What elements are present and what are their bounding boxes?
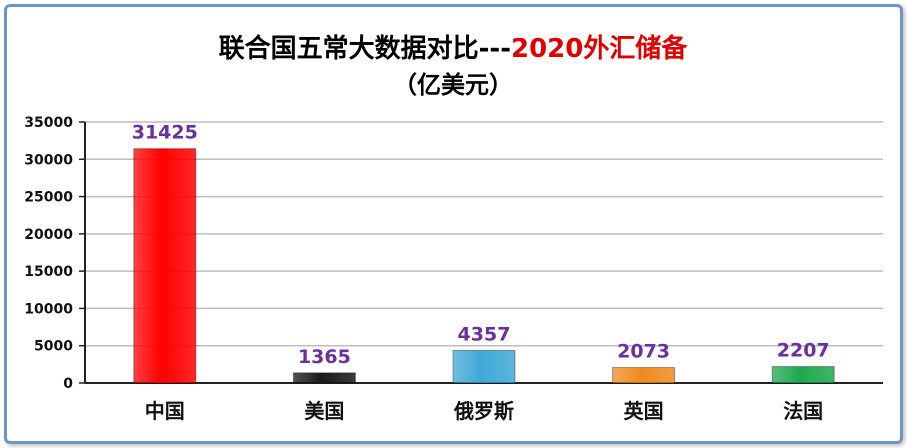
y-tick-label: 10000 <box>24 301 73 317</box>
chart-title-main: 联合国五常大数据对比--- <box>219 33 511 64</box>
data-label: 1365 <box>298 346 351 368</box>
bar-chart: 联合国五常大数据对比---2020外汇储备 （亿美元） 0 5000 10000 15… <box>24 33 883 423</box>
y-axis-ticks: 0 5000 10000 15000 20000 25000 30000 35000 <box>24 115 85 392</box>
chart-subtitle: （亿美元） <box>393 71 513 99</box>
data-label: 4357 <box>458 324 511 346</box>
y-tick-label: 5000 <box>34 339 73 355</box>
bar-2 <box>452 350 516 384</box>
y-tick-label: 25000 <box>24 190 73 206</box>
chart-title-highlight: 2020外汇储备 <box>511 33 688 64</box>
x-tick-label: 中国 <box>145 399 185 423</box>
x-tick-label: 英国 <box>624 399 664 423</box>
y-tick-label: 35000 <box>24 115 73 131</box>
x-tick-label: 法国 <box>783 399 823 423</box>
bar-3 <box>612 367 676 384</box>
y-tick-label: 20000 <box>24 227 73 243</box>
data-label: 2207 <box>777 340 830 362</box>
gridlines <box>85 121 883 347</box>
chart-title: 联合国五常大数据对比---2020外汇储备 <box>219 33 689 64</box>
data-labels: 31425 1365 4357 2073 2207 <box>132 122 830 368</box>
bar-1 <box>292 372 356 384</box>
x-tick-label: 美国 <box>304 399 344 423</box>
x-axis-ticks: 中国 美国 俄罗斯 英国 法国 <box>145 399 823 423</box>
chart-frame: 联合国五常大数据对比---2020外汇储备 （亿美元） 0 5000 10000 15… <box>4 4 903 444</box>
data-label: 2073 <box>617 341 670 363</box>
bars <box>133 148 835 384</box>
y-tick-label: 0 <box>63 376 73 392</box>
bar-0 <box>133 148 197 384</box>
y-tick-label: 15000 <box>24 264 73 280</box>
y-tick-label: 30000 <box>24 152 73 168</box>
data-label: 31425 <box>132 122 198 144</box>
x-tick-label: 俄罗斯 <box>453 399 514 423</box>
bar-4 <box>771 366 835 384</box>
